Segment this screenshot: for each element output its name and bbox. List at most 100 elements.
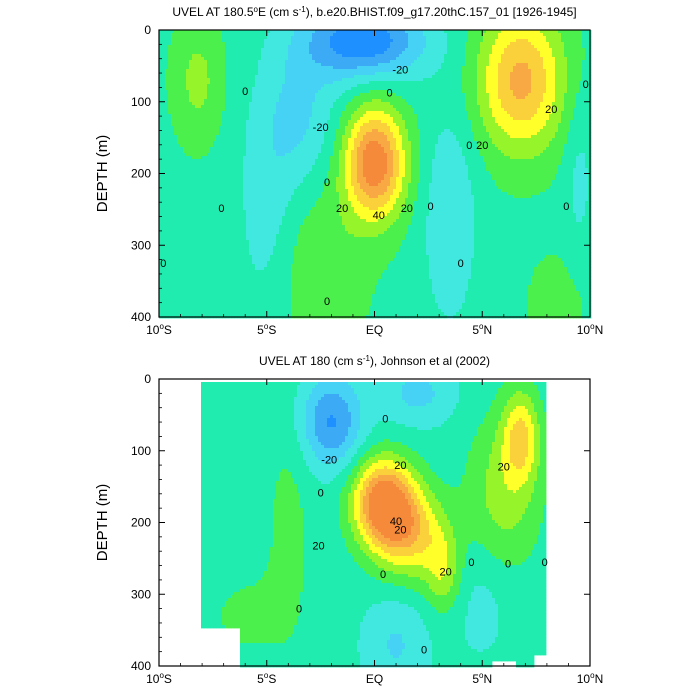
field-cell (351, 39, 355, 43)
field-cell (189, 75, 193, 79)
field-cell (315, 66, 319, 70)
field-cell (195, 84, 199, 88)
field-cell (423, 81, 427, 85)
field-cell (309, 132, 313, 136)
field-cell (225, 108, 229, 112)
field-cell (537, 51, 541, 55)
field-cell (579, 96, 583, 100)
field-cell (207, 126, 211, 130)
field-cell (489, 48, 493, 52)
field-cell (318, 102, 322, 106)
field-cell (507, 48, 511, 52)
field-cell (528, 51, 532, 55)
field-cell (282, 72, 286, 76)
field-cell (288, 78, 292, 82)
field-cell (585, 102, 589, 106)
field-cell (576, 42, 580, 46)
field-cell (201, 51, 205, 55)
field-cell (546, 108, 550, 112)
field-cell (294, 78, 298, 82)
field-cell (573, 63, 577, 67)
field-cell (219, 63, 223, 67)
field-cell (375, 102, 379, 106)
field-cell (480, 66, 484, 70)
field-cell (258, 129, 262, 133)
field-cell (570, 66, 574, 70)
field-cell (369, 45, 373, 49)
field-cell (270, 129, 274, 133)
field-cell (165, 45, 169, 49)
field-cell (492, 39, 496, 43)
field-cell (303, 63, 307, 67)
field-cell (387, 102, 391, 106)
field-cell (522, 96, 526, 100)
field-cell (219, 72, 223, 76)
field-cell (483, 39, 487, 43)
field-cell (402, 105, 406, 109)
field-cell (480, 93, 484, 97)
field-cell (441, 33, 445, 37)
field-cell (237, 60, 241, 64)
field-cell (504, 72, 508, 76)
field-cell (339, 117, 343, 121)
field-cell (585, 111, 589, 115)
field-cell (267, 36, 271, 40)
field-cell (507, 111, 511, 115)
field-cell (585, 129, 589, 133)
field-cell (513, 42, 517, 46)
field-cell (303, 51, 307, 55)
field-cell (216, 30, 220, 34)
field-cell (372, 57, 376, 61)
field-cell (276, 120, 280, 124)
field-cell (579, 81, 583, 85)
field-cell (567, 57, 571, 61)
field-cell (564, 111, 568, 115)
field-cell (174, 51, 178, 55)
field-cell (162, 42, 166, 46)
field-cell (231, 81, 235, 85)
field-cell (540, 60, 544, 64)
field-cell (537, 66, 541, 70)
field-cell (576, 123, 580, 127)
field-cell (330, 120, 334, 124)
field-cell (183, 39, 187, 43)
field-cell (165, 129, 169, 133)
field-cell (216, 39, 220, 43)
field-cell (357, 90, 361, 94)
field-cell (516, 63, 520, 67)
field-cell (369, 111, 373, 115)
field-cell (168, 105, 172, 109)
field-cell (318, 81, 322, 85)
field-cell (186, 54, 190, 58)
field-cell (351, 105, 355, 109)
field-cell (279, 36, 283, 40)
field-cell (474, 90, 478, 94)
field-cell (384, 84, 388, 88)
field-cell (204, 96, 208, 100)
field-cell (237, 123, 241, 127)
field-cell (213, 108, 217, 112)
field-cell (243, 63, 247, 67)
field-cell (417, 51, 421, 55)
field-cell (447, 69, 451, 73)
field-cell (363, 39, 367, 43)
field-cell (483, 102, 487, 106)
field-cell (192, 69, 196, 73)
field-cell (480, 42, 484, 46)
field-cell (357, 63, 361, 67)
field-cell (456, 105, 460, 109)
field-cell (195, 66, 199, 70)
field-cell (516, 66, 520, 70)
field-cell (354, 117, 358, 121)
field-cell (372, 42, 376, 46)
field-cell (204, 30, 208, 34)
field-cell (522, 66, 526, 70)
field-cell (432, 42, 436, 46)
field-cell (531, 102, 535, 106)
field-cell (441, 69, 445, 73)
field-cell (297, 117, 301, 121)
field-cell (348, 99, 352, 103)
field-cell (297, 99, 301, 103)
field-cell (513, 81, 517, 85)
field-cell (384, 54, 388, 58)
